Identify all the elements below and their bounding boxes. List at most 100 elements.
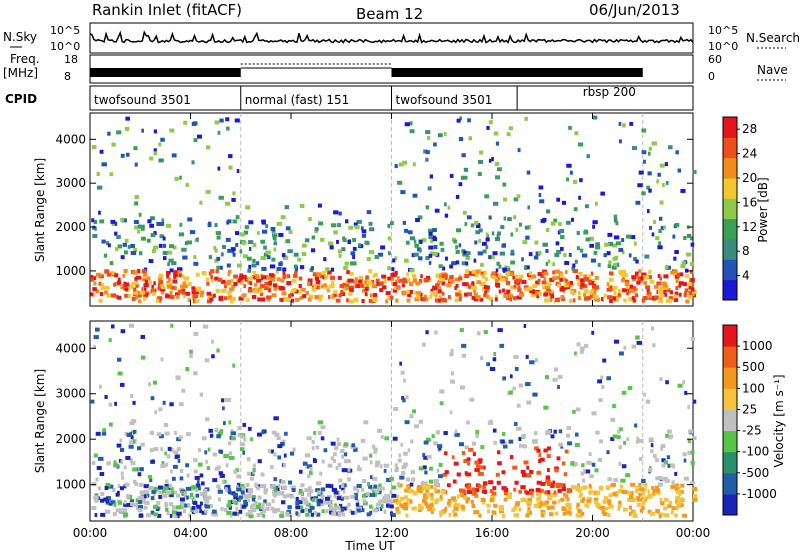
range-gate-cell xyxy=(241,504,247,509)
range-gate-cell xyxy=(648,437,654,442)
range-gate-cell xyxy=(546,288,551,293)
range-gate-cell xyxy=(158,494,163,499)
range-gate-cell xyxy=(203,488,208,493)
range-gate-cell xyxy=(574,131,579,136)
range-gate-cell xyxy=(121,284,126,289)
range-gate-cell xyxy=(438,462,443,467)
range-gate-cell xyxy=(661,182,665,187)
range-gate-cell xyxy=(576,246,580,251)
range-gate-cell xyxy=(572,179,578,184)
range-gate-cell xyxy=(209,297,213,302)
range-gate-cell xyxy=(149,448,154,453)
range-gate-cell xyxy=(299,489,303,494)
range-gate-cell xyxy=(482,500,486,505)
range-gate-cell xyxy=(213,245,217,250)
range-gate-cell xyxy=(675,486,679,491)
range-gate-cell xyxy=(273,247,277,252)
range-gate-cell xyxy=(543,292,548,297)
range-gate-cell xyxy=(613,214,618,219)
range-gate-cell xyxy=(304,453,311,458)
range-gate-cell xyxy=(623,298,627,303)
range-gate-cell xyxy=(404,228,408,233)
range-gate-cell xyxy=(542,502,547,507)
range-gate-cell xyxy=(276,221,282,226)
range-gate-cell xyxy=(311,440,315,445)
range-gate-cell xyxy=(204,509,208,514)
range-gate-cell xyxy=(256,261,260,266)
range-gate-cell xyxy=(586,504,590,509)
range-gate-cell xyxy=(257,297,262,302)
range-gate-cell xyxy=(153,512,159,517)
range-gate-cell xyxy=(677,168,682,173)
range-gate-cell xyxy=(250,276,254,281)
range-gate-cell xyxy=(126,294,131,299)
range-gate-cell xyxy=(153,281,156,286)
range-gate-cell xyxy=(546,505,551,510)
range-gate-cell xyxy=(462,282,468,287)
range-gate-cell xyxy=(246,494,252,499)
range-gate-cell xyxy=(214,276,219,281)
range-gate-cell xyxy=(586,296,592,301)
range-gate-cell xyxy=(665,433,669,438)
range-gate-cell xyxy=(401,283,405,288)
range-gate-cell xyxy=(441,281,446,286)
colorbar-swatch xyxy=(723,346,737,368)
range-gate-cell xyxy=(652,491,656,496)
range-gate-cell xyxy=(123,502,129,507)
range-gate-cell xyxy=(183,493,188,498)
range-gate-cell xyxy=(298,276,303,281)
range-gate-cell xyxy=(578,195,581,200)
range-gate-cell xyxy=(300,496,305,501)
range-gate-cell xyxy=(91,482,97,487)
range-gate-cell xyxy=(518,292,525,297)
range-gate-cell xyxy=(320,284,324,289)
range-gate-cell xyxy=(120,459,124,464)
range-gate-cell xyxy=(440,247,445,252)
range-gate-cell xyxy=(664,162,668,167)
range-gate-cell xyxy=(368,504,373,509)
range-gate-cell xyxy=(436,430,440,435)
range-gate-cell xyxy=(286,281,292,286)
range-gate-cell xyxy=(146,276,151,281)
range-gate-cell xyxy=(180,497,185,502)
range-gate-cell xyxy=(329,484,334,489)
range-gate-cell xyxy=(221,398,225,403)
range-gate-cell xyxy=(333,210,339,215)
range-gate-cell xyxy=(406,298,411,303)
range-gate-cell xyxy=(635,485,639,490)
range-gate-cell xyxy=(256,278,262,283)
range-gate-cell xyxy=(671,506,677,511)
range-gate-cell xyxy=(428,503,434,508)
range-gate-cell xyxy=(176,376,181,381)
range-gate-cell xyxy=(300,265,305,270)
range-gate-cell xyxy=(133,502,139,507)
range-gate-cell xyxy=(232,219,237,224)
range-gate-cell xyxy=(297,512,301,517)
range-gate-cell xyxy=(395,510,399,515)
range-gate-cell xyxy=(171,476,176,481)
range-gate-cell xyxy=(556,456,561,461)
range-gate-cell xyxy=(624,281,629,286)
range-gate-cell xyxy=(484,290,488,295)
nsky-tick-top: 10^5 xyxy=(50,24,80,37)
range-gate-cell xyxy=(247,268,252,273)
range-gate-cell xyxy=(428,235,434,240)
range-gate-cell xyxy=(466,485,471,490)
range-gate-cell xyxy=(634,423,638,428)
range-gate-cell xyxy=(99,498,105,503)
range-gate-cell xyxy=(362,499,366,504)
range-gate-cell xyxy=(321,509,325,514)
range-gate-cell xyxy=(459,385,465,390)
range-gate-cell xyxy=(455,260,460,265)
range-gate-cell xyxy=(692,399,697,404)
range-gate-cell xyxy=(227,500,231,505)
range-gate-cell xyxy=(137,472,142,477)
range-gate-cell xyxy=(664,285,669,290)
range-gate-cell xyxy=(584,343,589,348)
range-gate-cell xyxy=(618,121,622,126)
range-gate-cell xyxy=(354,277,358,282)
range-gate-cell xyxy=(318,502,325,507)
range-gate-cell xyxy=(466,497,471,502)
range-gate-cell xyxy=(535,291,541,296)
range-gate-cell xyxy=(247,280,250,285)
